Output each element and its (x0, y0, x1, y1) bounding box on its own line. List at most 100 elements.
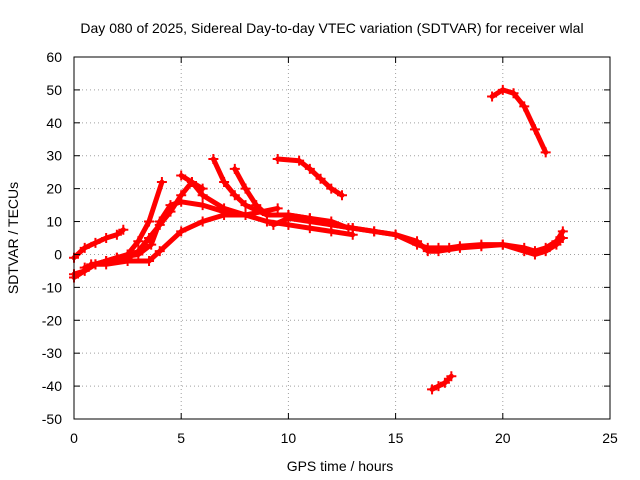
data-point-track-1 (118, 224, 129, 235)
y-tick-label: 20 (46, 181, 62, 197)
data-point-track-5 (176, 226, 187, 237)
data-point-track-8 (240, 183, 251, 194)
data-point-track-5 (86, 259, 97, 270)
data-point-track-7 (229, 190, 240, 201)
series-line-track-11 (489, 87, 549, 155)
data-point-track-5 (154, 246, 165, 257)
data-point-track-4 (154, 219, 165, 230)
data-point-track-10 (326, 183, 337, 194)
data-point-track-12 (427, 384, 438, 395)
data-point-track-9 (326, 219, 337, 230)
data-point-track-9 (268, 219, 279, 230)
data-series (69, 84, 568, 395)
x-tick-label: 15 (388, 430, 404, 446)
data-point-track-9 (283, 213, 294, 224)
y-tick-label: -30 (42, 345, 62, 361)
data-point-track-6 (176, 170, 187, 181)
data-point-track-2 (133, 236, 144, 247)
data-point-track-9 (304, 216, 315, 227)
data-point-track-1 (101, 233, 112, 243)
y-tick-label: -20 (42, 312, 62, 328)
data-point-track-11 (529, 124, 540, 135)
data-point-track-9 (519, 246, 530, 257)
plot-frame (73, 56, 611, 420)
data-point-track-11 (508, 88, 519, 99)
data-point-track-12 (439, 377, 450, 388)
data-point-track-2 (144, 216, 155, 227)
data-point-track-9 (551, 239, 562, 250)
data-point-track-9 (497, 239, 508, 250)
data-point-track-6 (240, 209, 251, 220)
data-point-track-4 (133, 246, 144, 257)
x-tick-label: 10 (281, 430, 297, 446)
data-point-track-6 (219, 203, 230, 214)
data-point-track-9 (557, 233, 568, 243)
data-point-track-12 (433, 381, 444, 392)
data-point-track-4 (144, 233, 155, 243)
y-tick-label: 30 (46, 148, 62, 164)
data-point-track-9 (540, 246, 551, 257)
data-point-track-10 (337, 190, 347, 201)
data-point-track-11 (497, 84, 508, 95)
data-point-track-11 (487, 91, 498, 102)
data-point-track-9 (454, 241, 465, 252)
data-point-track-8 (229, 163, 240, 174)
data-point-track-8 (251, 200, 262, 211)
data-point-track-2 (156, 177, 167, 188)
data-point-track-9 (433, 242, 444, 253)
data-point-track-12 (446, 371, 457, 382)
data-point-track-9 (476, 239, 487, 250)
data-point-track-1 (90, 237, 101, 248)
data-point-track-5 (144, 256, 155, 267)
x-tick-label: 25 (602, 430, 618, 446)
y-tick-label: 40 (46, 115, 62, 131)
data-point-track-7 (219, 177, 230, 188)
data-point-track-4 (176, 190, 187, 201)
axis-ticks (73, 56, 611, 420)
series-line-track-5 (88, 205, 281, 267)
x-axis-label: GPS time / hours (287, 458, 394, 474)
y-axis-label: SDTVAR / TECUs (5, 182, 21, 294)
data-point-track-9 (390, 229, 401, 240)
data-point-track-5 (101, 259, 112, 270)
x-axis-tick-labels: 0 5 10 15 20 25 (70, 430, 618, 446)
y-axis-tick-labels: -50 -40 -30 -20 -10 0 10 20 30 40 50 60 (42, 49, 62, 427)
data-point-track-11 (540, 147, 551, 158)
y-tick-label: -10 (42, 279, 62, 295)
data-point-track-5 (197, 216, 208, 227)
data-point-track-3 (197, 200, 208, 211)
data-point-track-6 (197, 190, 208, 201)
series-line-track-12 (429, 373, 454, 392)
y-tick-label: 0 (54, 246, 62, 262)
data-point-track-4 (165, 206, 176, 217)
x-tick-label: 5 (177, 430, 185, 446)
data-point-track-3 (146, 239, 157, 250)
data-point-track-1 (111, 229, 122, 240)
data-point-track-7 (208, 154, 219, 165)
series-line-track-6 (178, 173, 356, 238)
y-tick-label: -50 (42, 411, 62, 427)
data-point-track-10 (272, 154, 283, 165)
chart-title: Day 080 of 2025, Sidereal Day-to-day VTE… (80, 20, 583, 36)
y-tick-label: 10 (46, 214, 62, 230)
data-point-track-9 (347, 223, 358, 234)
y-tick-label: 60 (46, 49, 62, 65)
data-point-track-9 (369, 226, 380, 237)
data-point-track-5 (272, 203, 283, 214)
data-point-track-9 (444, 242, 455, 253)
data-point-track-8 (261, 209, 272, 220)
data-point-track-1 (79, 242, 90, 253)
y-tick-label: -40 (42, 378, 62, 394)
data-point-track-5 (122, 256, 133, 267)
data-point-track-4 (79, 262, 90, 273)
data-point-track-9 (422, 242, 433, 253)
series-line-track-4 (82, 179, 206, 271)
y-tick-label: 50 (46, 82, 62, 98)
grid-lines (74, 57, 610, 419)
data-point-track-6 (186, 177, 197, 188)
x-tick-label: 20 (495, 430, 511, 446)
data-point-track-10 (304, 163, 315, 174)
data-point-track-9 (529, 249, 540, 260)
x-tick-label: 0 (70, 430, 78, 446)
